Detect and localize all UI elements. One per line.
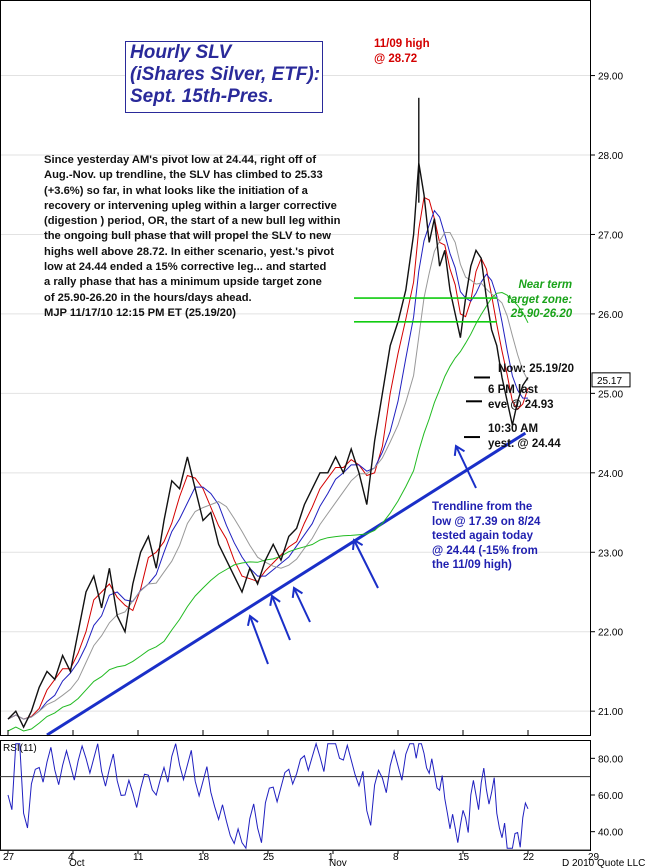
price-tick-label: 26.00 [598,310,623,321]
high-annotation-line: 11/09 high [374,38,430,50]
x-tick-label: 27 [3,852,15,863]
trendline-annotation: Trendline from the low @ 17.39 on 8/24 t… [432,500,540,573]
touch-arrow-head [351,538,364,551]
price-tick-label: 25.00 [598,389,623,400]
moving-averages [7,196,529,732]
x-tick-label: 29 [588,852,600,863]
chart-title-line: Sept. 15th-Pres. [130,86,274,107]
chart-title-line: Hourly SLV [130,42,232,63]
trendline-group [46,431,527,737]
target-annotation-line: target zone: [507,293,573,306]
yest-low-annotation: 10:30 AM yest. @ 24.44 [488,422,561,451]
touch-arrow-shaft [353,539,379,589]
price-tick-label: 23.00 [598,548,623,559]
annotation-arrows [246,444,477,665]
price-tick-label: 27.00 [598,230,623,241]
rsi-panel-frame [0,740,591,851]
x-tick-label: 4 [68,852,74,863]
commentary-line: a rally phase that has a minimum upside … [44,276,322,289]
now-annotation-line: Now: 25.19/20 [498,363,575,375]
trendline-annotation-line: the 11/09 high) [432,559,512,571]
last-price-label: 25.17 [597,376,622,387]
commentary-text: Since yesterday AM's pivot low at 24.44,… [44,153,354,321]
commentary-line: highs well above 28.72. In either scenar… [44,245,334,258]
touch-arrow-shaft [455,445,477,489]
trendline-annotation-line: Trendline from the [432,501,533,513]
target-annotation-line: 25.90-26.20 [510,308,573,320]
trendline-annotation-line: @ 24.44 (-15% from [432,544,538,557]
commentary-line: Since yesterday AM's pivot low at 24.44,… [44,154,317,166]
copyright-text: D 2010 Quote LLC [562,858,645,868]
price-tick-label: 21.00 [598,707,623,718]
touch-arrow-shaft [271,595,291,641]
last-eve-annotation-line: eve @ 24.93 [488,398,554,411]
touch-arrow-shaft [293,587,311,623]
yest-low-annotation-line: 10:30 AM [488,423,539,435]
rsi-line [7,741,529,850]
trendline-annotation-line: tested again today [432,530,533,542]
target-zone-lines [354,297,497,323]
rsi-tick-label: 40.00 [598,828,623,839]
last-eve-annotation: 6 PM last eve @ 24.93 [488,383,554,412]
x-tick-label: 22 [523,852,535,863]
month-label: Oct [69,858,85,868]
commentary-line: the ongoing bull phase that will propel … [44,230,331,243]
x-tick-label: 15 [458,852,470,863]
last-eve-annotation-line: 6 PM last [488,384,538,396]
target-annotation-line: Near term [518,279,573,291]
price-tick-label: 24.00 [598,469,623,480]
marker-lines [464,376,490,439]
x-tick-label: 8 [393,852,399,863]
touch-arrow-head [291,586,303,599]
high-annotation-line: @ 28.72 [374,52,418,65]
price-tick-label: 28.00 [598,151,623,162]
rsi-tick-label: 80.00 [598,754,623,765]
price-tick-label: 29.00 [598,72,623,83]
touch-arrow-head [453,444,465,457]
price-series [7,97,529,729]
ma-slow-line [7,232,529,720]
trendline [46,431,527,737]
yest-low-annotation-line: yest. @ 24.44 [488,437,561,450]
chart-title-line: (iShares Silver, ETF): [130,64,321,85]
commentary-line: (digestion ) period, OR, the start of a … [44,215,341,228]
price-tick-label: 22.00 [598,628,623,639]
commentary-line: Aug.-Nov. up trendline, the SLV has clim… [44,169,323,182]
commentary-line: MJP 11/17/10 12:15 PM ET (25.19/20) [44,306,236,319]
commentary-line: recovery or intervening upleg within a l… [44,199,337,212]
x-tick-label: 18 [198,852,210,863]
ma-mid-line [7,209,528,720]
price-line [7,162,529,729]
commentary-line: (+3.6%) so far, in what looks like the i… [44,184,308,197]
touch-arrow-head [269,594,281,607]
month-label: Nov [329,858,347,868]
ma-long-line [7,291,529,732]
last-price-box [591,372,631,388]
now-annotation: Now: 25.19/20 [498,362,574,377]
x-tick-label: 25 [263,852,275,863]
rsi-tick-label: 60.00 [598,791,623,802]
high-annotation: 11/09 high @ 28.72 [374,37,430,66]
x-tick-label: 11 [133,852,144,863]
touch-arrow-head [246,614,259,626]
price-panel-frame [0,0,591,736]
x-tick-label: 1 [328,852,334,863]
chart-title-box: Hourly SLV (iShares Silver, ETF): Sept. … [125,41,323,113]
touch-arrow-shaft [249,615,269,665]
trendline-annotation-line: low @ 17.39 on 8/24 [432,515,541,528]
target-zone-annotation: Near term target zone: 25.90-26.20 [507,278,572,322]
commentary-line: low at 24.44 ended a 15% corrective leg.… [44,261,327,274]
commentary-line: of 25.90-26.20 in the hours/days ahead. [44,291,252,304]
